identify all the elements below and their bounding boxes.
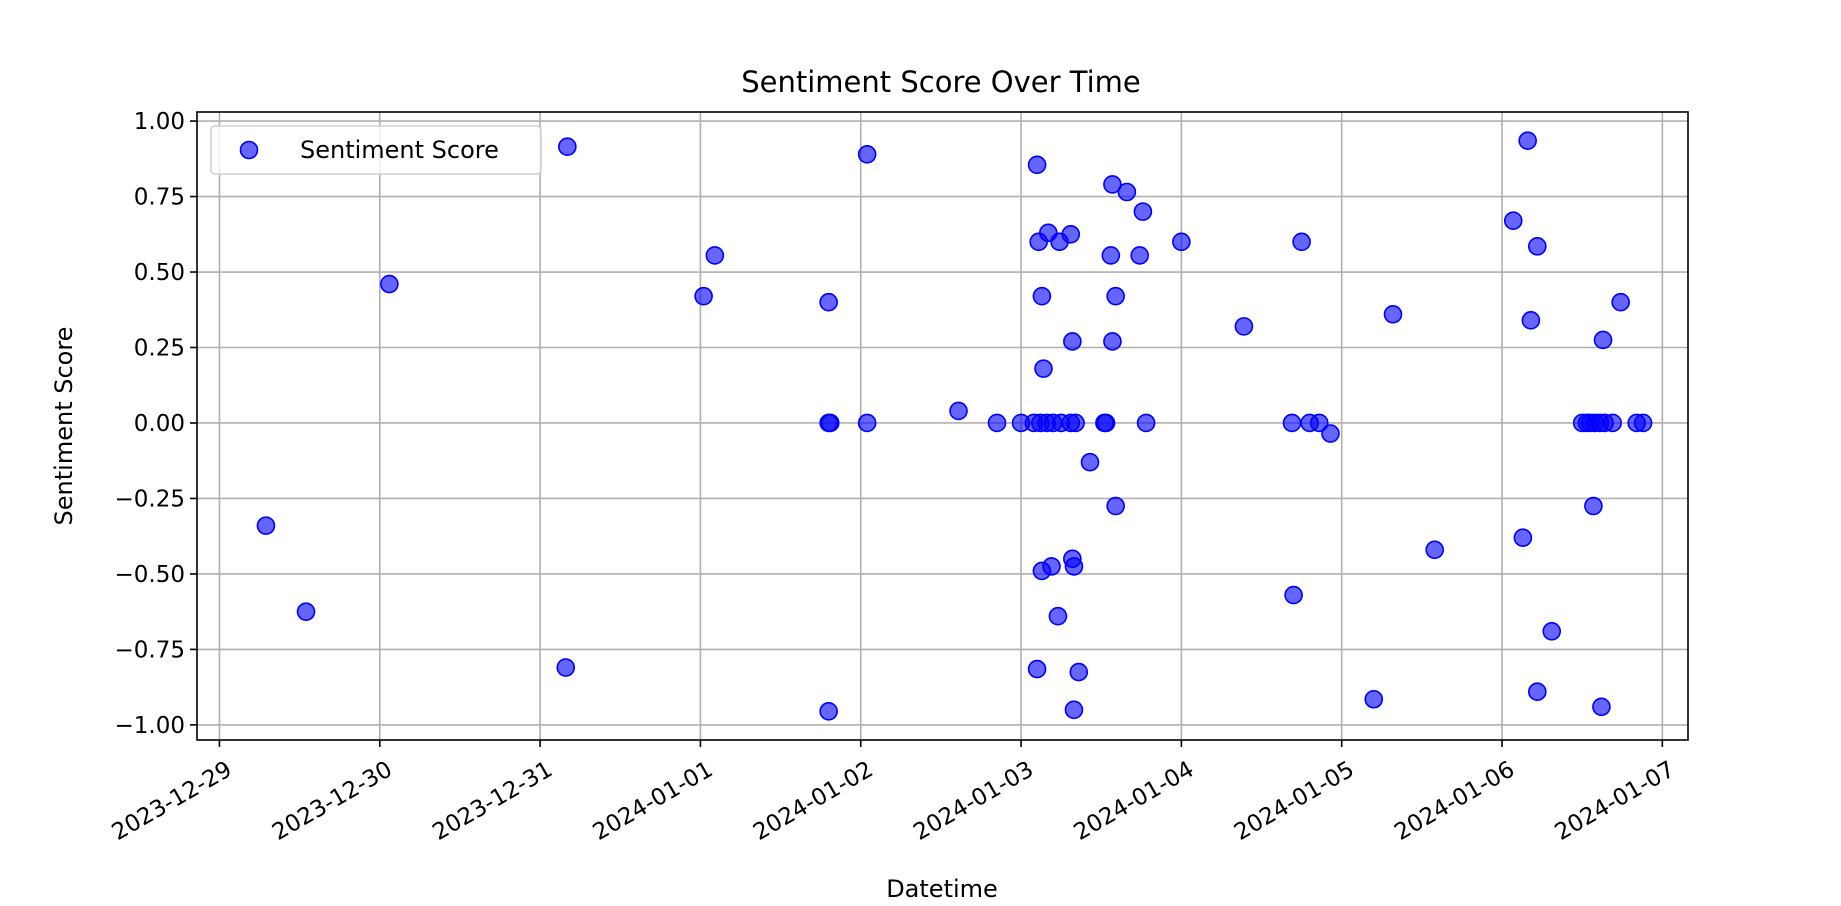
data-point xyxy=(1034,359,1053,378)
x-tick-label: 2024-01-07 xyxy=(1551,757,1680,846)
y-tick-label: 1.00 xyxy=(134,109,185,135)
data-point xyxy=(1130,246,1149,265)
chart-title: Sentiment Score Over Time xyxy=(741,65,1141,99)
data-point xyxy=(1518,131,1537,150)
data-point xyxy=(1309,413,1329,433)
data-point xyxy=(1069,662,1089,682)
data-point xyxy=(1103,175,1122,194)
data-point xyxy=(1080,452,1100,472)
data-point xyxy=(1528,682,1547,701)
data-point xyxy=(1542,622,1562,641)
y-tick-label: −0.75 xyxy=(115,637,185,663)
x-tick-label: 2024-01-04 xyxy=(1070,757,1199,846)
data-point xyxy=(1593,330,1613,350)
data-point xyxy=(820,413,840,433)
x-tick-label: 2024-01-06 xyxy=(1390,757,1519,846)
data-point xyxy=(1061,224,1081,244)
data-point xyxy=(705,246,725,265)
data-point xyxy=(987,413,1007,433)
y-axis-ticks: 1.00 0.75 0.50 0.25 0.00 −0.25 −0.50 −0.75 −1.00 xyxy=(115,109,197,739)
data-point xyxy=(694,286,713,306)
data-point xyxy=(1136,413,1156,433)
data-point xyxy=(1042,557,1061,576)
legend-marker xyxy=(239,140,259,160)
data-point xyxy=(1592,697,1611,717)
data-point xyxy=(1103,332,1122,351)
data-point xyxy=(1528,237,1547,256)
data-point xyxy=(949,401,968,421)
grid-lines xyxy=(197,112,1688,740)
x-tick-label: 2023-12-30 xyxy=(268,757,397,846)
y-tick-label: 0.25 xyxy=(134,336,185,362)
data-point xyxy=(1584,496,1603,516)
data-point xyxy=(1066,413,1085,433)
data-point xyxy=(1096,413,1116,433)
x-tick-label: 2023-12-29 xyxy=(108,757,237,846)
data-point xyxy=(1364,689,1384,709)
data-point xyxy=(1503,211,1523,230)
data-point xyxy=(857,144,877,164)
plot-frame xyxy=(196,111,1689,741)
data-point xyxy=(296,602,316,621)
data-point xyxy=(819,702,838,721)
data-point xyxy=(380,274,399,294)
x-tick-label: 2024-01-03 xyxy=(909,757,1038,846)
legend: Sentiment Score xyxy=(210,125,542,175)
data-point xyxy=(1292,232,1311,252)
data-point xyxy=(1063,332,1082,351)
data-point xyxy=(1027,659,1047,679)
data-point xyxy=(556,658,576,677)
x-tick-label: 2023-12-31 xyxy=(428,757,557,846)
data-point xyxy=(1425,540,1444,560)
data-point xyxy=(1603,413,1622,433)
y-tick-label: 0.75 xyxy=(134,185,185,211)
data-point xyxy=(1521,311,1541,330)
data-point xyxy=(1513,528,1533,548)
data-point xyxy=(1106,496,1125,516)
x-tick-label: 2024-01-01 xyxy=(589,757,718,846)
x-tick-label: 2024-01-05 xyxy=(1230,757,1359,846)
y-tick-label: 0.50 xyxy=(134,260,185,286)
data-point xyxy=(1064,557,1084,576)
y-tick-label: −1.00 xyxy=(115,713,185,739)
data-point xyxy=(1611,292,1630,312)
y-tick-label: −0.25 xyxy=(115,486,185,512)
y-tick-label: −0.50 xyxy=(115,562,185,588)
x-axis-ticks: 2023-12-29 2023-12-30 2023-12-31 2024-01-01… xyxy=(108,740,1680,846)
data-point xyxy=(1101,246,1121,265)
y-axis-label: Sentiment Score xyxy=(50,327,78,526)
data-point xyxy=(1048,606,1068,626)
data-points xyxy=(256,131,1653,721)
x-axis-label: Datetime xyxy=(886,875,998,903)
data-point xyxy=(1064,700,1084,720)
data-point xyxy=(1027,155,1047,175)
data-point xyxy=(1282,413,1302,433)
data-point xyxy=(1133,202,1153,221)
data-point xyxy=(1106,286,1125,306)
y-tick-label: 0.00 xyxy=(134,411,185,437)
data-point xyxy=(1633,413,1653,433)
legend-label: Sentiment Score xyxy=(300,136,499,164)
data-point xyxy=(558,137,577,157)
data-point xyxy=(256,516,276,535)
data-point xyxy=(857,413,877,433)
data-point xyxy=(1383,304,1403,324)
legend-box xyxy=(210,125,542,175)
data-point xyxy=(1032,286,1052,306)
data-point xyxy=(1172,232,1191,252)
x-tick-label: 2024-01-02 xyxy=(749,757,878,846)
data-point xyxy=(1234,317,1254,336)
data-point xyxy=(819,292,838,312)
data-point xyxy=(1117,182,1137,202)
data-point xyxy=(1284,585,1303,605)
data-point xyxy=(1321,424,1340,443)
